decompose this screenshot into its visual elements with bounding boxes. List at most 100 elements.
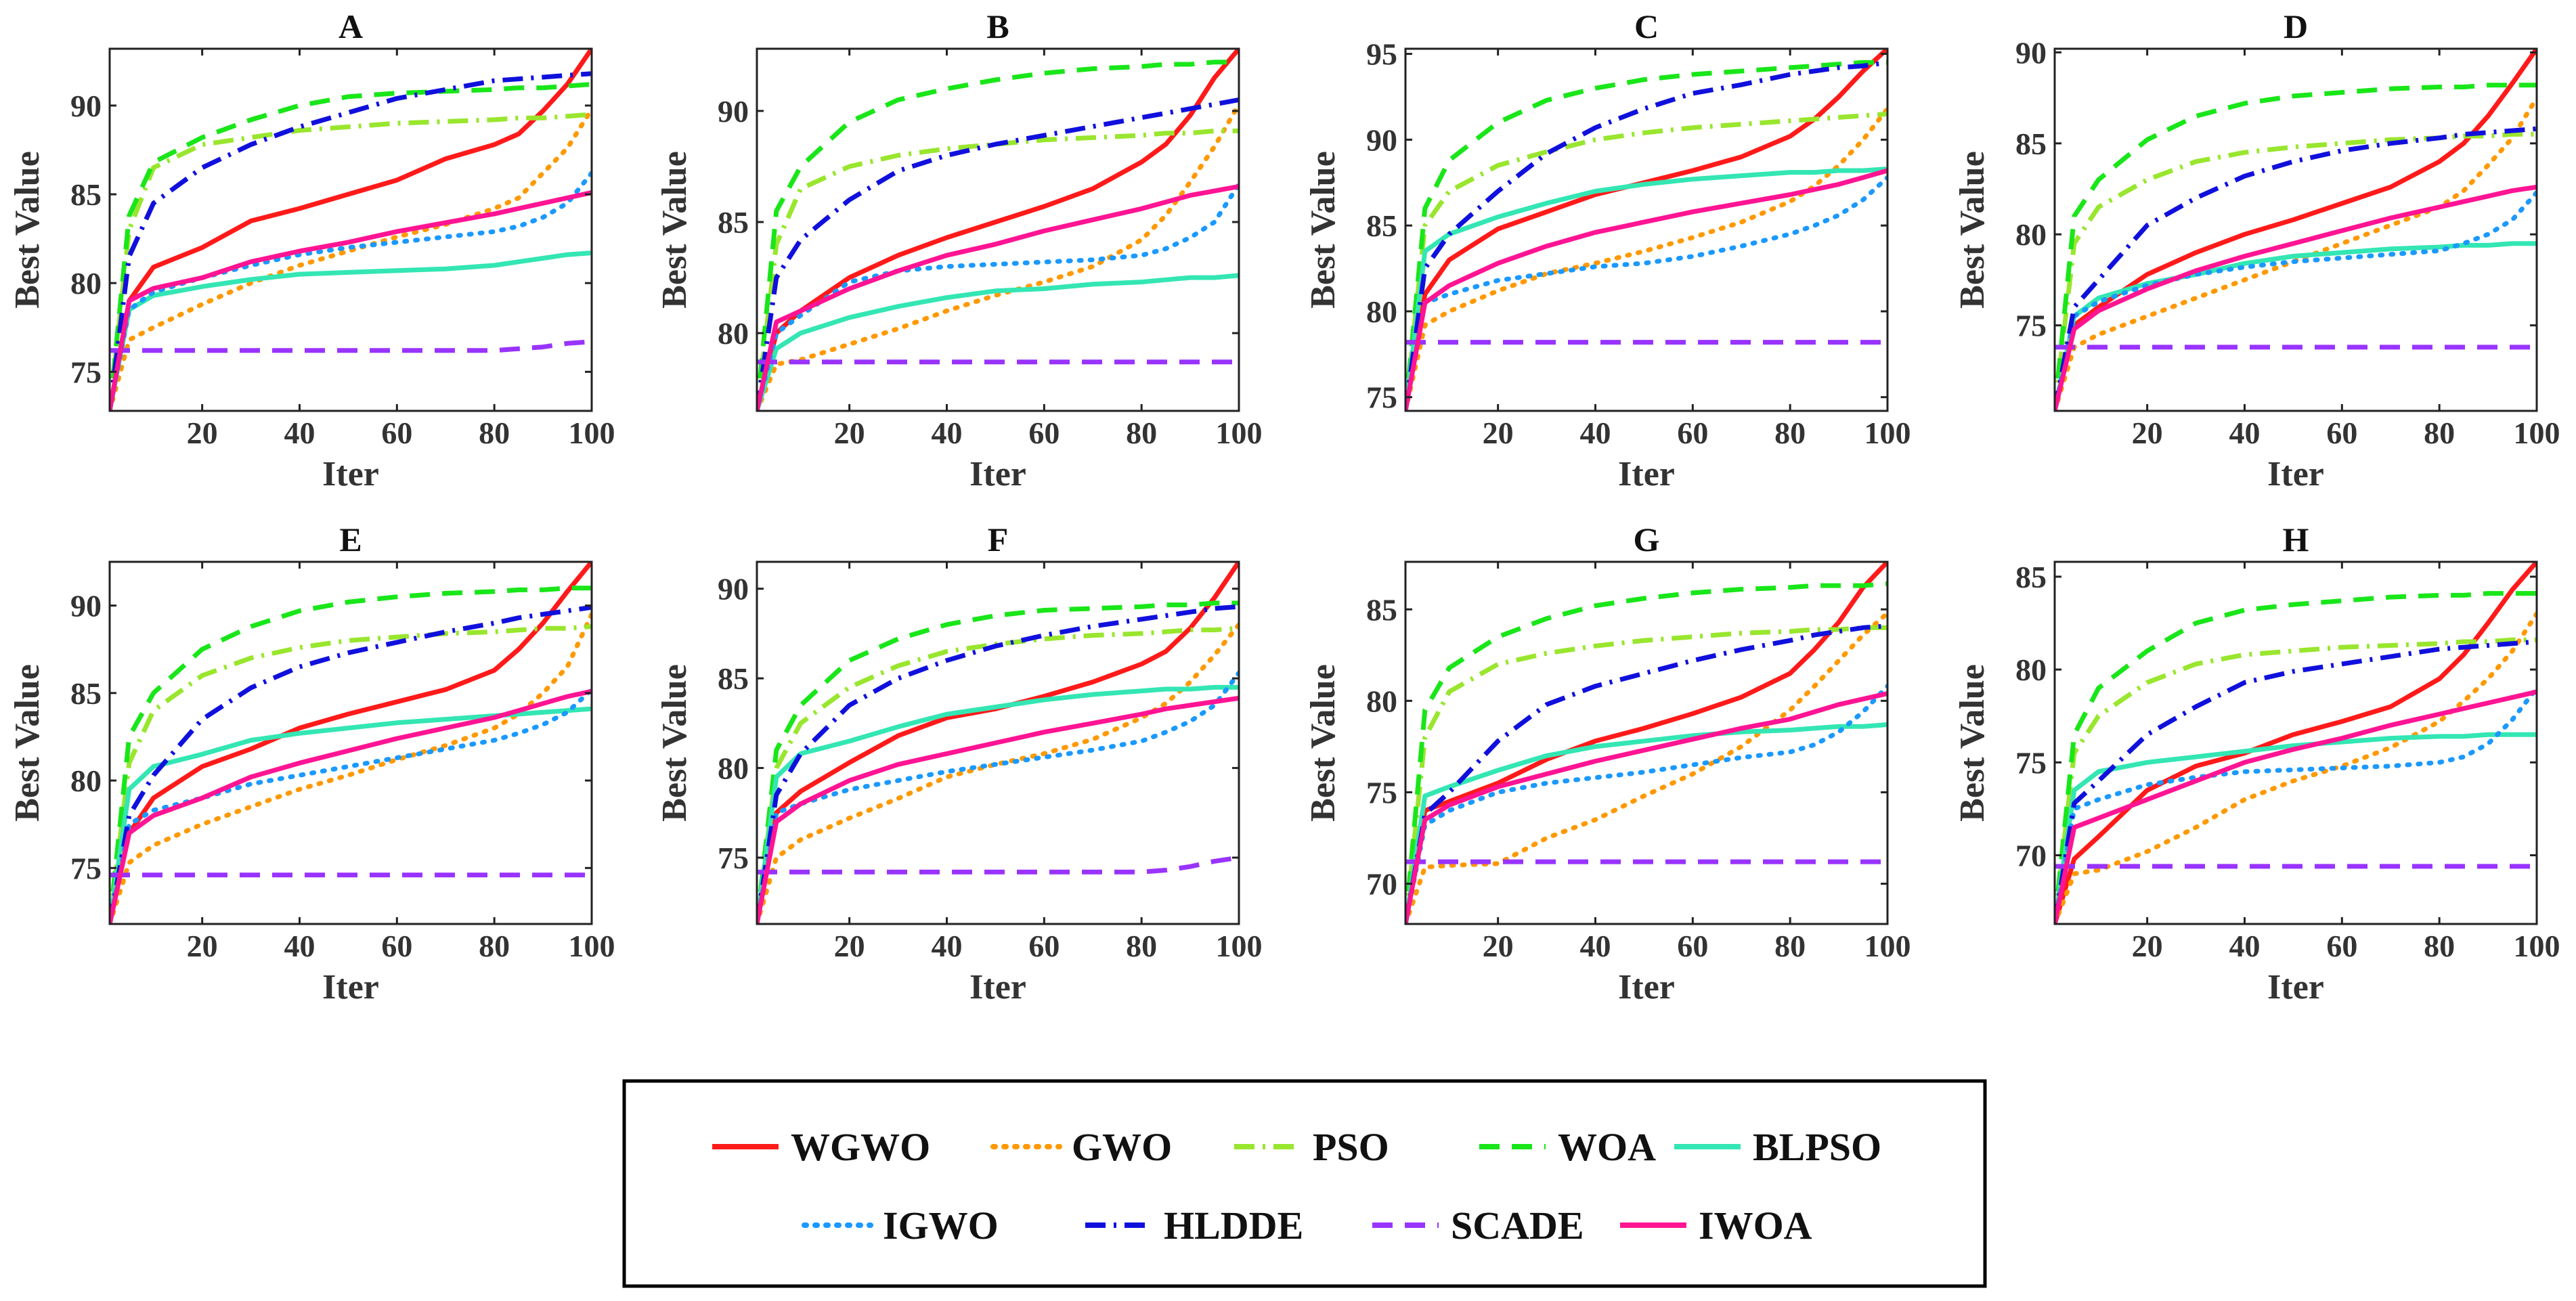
x-tick-label-60-panel-g: 60: [1677, 929, 1708, 963]
x-tick-label-80-panel-a: 80: [479, 416, 510, 450]
series-line-igwo-panel-b: [757, 181, 1239, 411]
series-line-pso-panel-f: [757, 625, 1239, 924]
series-line-iwoa-panel-f: [757, 695, 1239, 924]
series-line-woa-panel-c: [1405, 60, 1887, 411]
y-tick-label-90-panel-c: 90: [1366, 123, 1397, 157]
legend: WGWO GWO PSO WOA BLPSO IGWO HLDDE SCADE IWOA: [622, 1079, 1987, 1288]
x-tick-label-80-panel-d: 80: [2424, 416, 2455, 450]
series-line-igwo-panel-d: [2055, 190, 2537, 411]
x-tick-label-60-panel-c: 60: [1677, 416, 1708, 450]
series-line-gwo-panel-b: [757, 102, 1239, 411]
x-tick-label-80-panel-e: 80: [479, 929, 510, 963]
series-line-woa-panel-a: [110, 82, 592, 411]
x-tick-label-60-panel-e: 60: [381, 929, 412, 963]
y-tick-label-75-panel-f: 75: [718, 841, 749, 875]
plot-frame-d: [2053, 47, 2538, 412]
series-line-hldde-panel-f: [757, 604, 1239, 924]
panel-title-d: D: [2284, 7, 2308, 45]
series-line-gwo-panel-c: [1405, 106, 1887, 411]
series-line-iwoa-panel-c: [1405, 168, 1887, 411]
y-tick-label-85-panel-f: 85: [718, 661, 749, 696]
series-line-hldde-panel-c: [1405, 60, 1887, 411]
series-line-iwoa-panel-a: [110, 190, 592, 411]
series-line-woa-panel-f: [757, 600, 1239, 924]
x-tick-label-100-panel-e: 100: [569, 929, 615, 963]
x-axis-title-panel-c: Iter: [1618, 455, 1675, 493]
panel-title-g: G: [1634, 521, 1660, 558]
y-axis-title-panel-e: Best Value: [8, 664, 47, 822]
y-tick-label-75-panel-c: 75: [1366, 380, 1397, 415]
x-tick-label-100-panel-c: 100: [1864, 416, 1911, 450]
y-tick-label-85-panel-a: 85: [70, 177, 102, 212]
series-line-hldde-panel-h: [2055, 639, 2537, 924]
x-tick-label-80-panel-g: 80: [1774, 929, 1806, 963]
y-tick-label-75-panel-a: 75: [70, 355, 102, 389]
x-tick-label-60-panel-b: 60: [1028, 416, 1060, 450]
x-tick-label-60-panel-f: 60: [1028, 929, 1060, 963]
series-line-pso-panel-h: [2055, 637, 2537, 924]
y-tick-label-80-panel-e: 80: [70, 764, 102, 798]
y-axis-title-panel-a: Best Value: [8, 151, 47, 309]
x-tick-label-100-panel-b: 100: [1216, 416, 1263, 450]
series-line-blpso-panel-h: [2055, 732, 2537, 924]
series-line-wgwo-panel-c: [1405, 49, 1887, 411]
series-line-iwoa-panel-e: [110, 688, 592, 924]
plot-frame-c: [1404, 47, 1889, 412]
y-tick-label-80-panel-h: 80: [2015, 653, 2047, 687]
series-line-wgwo-panel-d: [2055, 49, 2537, 411]
legend-label-wgwo: WGWO: [791, 1125, 930, 1169]
legend-label-hldde: HLDDE: [1164, 1204, 1303, 1248]
plot-frame-g: [1404, 560, 1889, 925]
legend-label-woa: WOA: [1558, 1125, 1656, 1169]
series-line-blpso-panel-g: [1405, 722, 1887, 924]
series-line-hldde-panel-d: [2055, 126, 2537, 411]
panel-title-b: B: [986, 7, 1009, 45]
series-line-woa-panel-g: [1405, 581, 1887, 924]
panel-f: F 20 40 60 80 100 75 80 85 90 Iter Best Value: [655, 521, 1263, 1007]
x-tick-label-100-panel-h: 100: [2514, 929, 2560, 963]
y-axis-title-panel-c: Best Value: [1304, 151, 1342, 309]
x-tick-label-20-panel-d: 20: [2132, 416, 2163, 450]
series-line-scade-panel-f: [757, 855, 1239, 875]
series-line-igwo-panel-c: [1405, 175, 1887, 411]
panel-b: B 20 40 60 80 100 80 85 90 Iter Best Value: [655, 7, 1263, 493]
y-axis-title-panel-g: Best Value: [1304, 664, 1342, 822]
series-line-igwo-panel-a: [110, 171, 592, 411]
series-line-blpso-panel-d: [2055, 241, 2537, 411]
series-line-pso-panel-g: [1405, 625, 1887, 924]
y-tick-label-80-panel-c: 80: [1366, 294, 1397, 329]
x-tick-label-100-panel-a: 100: [569, 416, 615, 450]
y-tick-label-75-panel-d: 75: [2015, 309, 2047, 343]
y-axis-title-panel-b: Best Value: [655, 151, 694, 309]
y-tick-label-85-panel-e: 85: [70, 676, 102, 711]
series-line-hldde-panel-e: [110, 604, 592, 924]
y-tick-label-85-panel-d: 85: [2015, 127, 2047, 161]
series-line-hldde-panel-b: [757, 97, 1239, 411]
legend-label-scade: SCADE: [1451, 1204, 1584, 1248]
panel-title-h: H: [2283, 521, 2309, 558]
y-axis-title-panel-d: Best Value: [1953, 151, 1992, 309]
series-line-iwoa-panel-g: [1405, 691, 1887, 924]
series-line-blpso-panel-f: [757, 684, 1239, 924]
series-line-iwoa-panel-h: [2055, 689, 2537, 924]
legend-label-gwo: GWO: [1072, 1125, 1172, 1169]
series-line-iwoa-panel-d: [2055, 184, 2537, 411]
x-tick-label-100-panel-g: 100: [1864, 929, 1911, 963]
panel-g: G 20 40 60 80 100 70 75 80 85 Iter Best Value: [1304, 521, 1911, 1007]
panel-e: E 20 40 60 80 100 75 80 85 90 Iter Best Value: [8, 521, 615, 1007]
legend-label-iwoa: IWOA: [1699, 1204, 1812, 1248]
y-tick-label-90-panel-f: 90: [718, 572, 749, 607]
x-tick-label-80-panel-c: 80: [1774, 416, 1806, 450]
legend-label-blpso: BLPSO: [1753, 1125, 1881, 1169]
series-line-woa-panel-h: [2055, 591, 2537, 924]
series-line-blpso-panel-b: [757, 273, 1239, 411]
panel-title-f: F: [988, 521, 1009, 558]
x-tick-label-20-panel-e: 20: [187, 929, 218, 963]
y-axis-title-panel-h: Best Value: [1953, 664, 1992, 822]
x-tick-label-20-panel-h: 20: [2132, 929, 2163, 963]
x-tick-label-80-panel-h: 80: [2424, 929, 2455, 963]
x-tick-label-20-panel-b: 20: [834, 416, 865, 450]
x-tick-label-40-panel-e: 40: [284, 929, 315, 963]
panel-title-e: E: [339, 521, 362, 558]
series-line-pso-panel-a: [110, 112, 592, 411]
